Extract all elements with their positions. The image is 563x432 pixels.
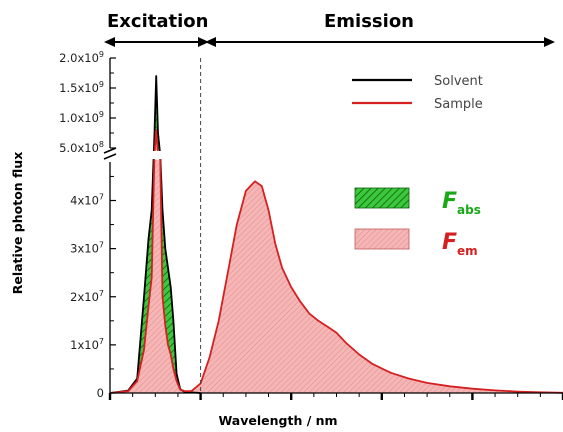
f-em-subscript: em xyxy=(457,244,478,258)
x-axis-title: Wavelength / nm xyxy=(218,413,337,428)
f-em-swatch xyxy=(354,228,410,250)
y-axis-title: Relative photon flux xyxy=(10,152,25,295)
emission-header: Emission xyxy=(324,11,414,32)
f-abs-swatch xyxy=(354,187,410,209)
f-abs-subscript: abs xyxy=(457,203,481,217)
legend-solvent-label: Solvent xyxy=(434,74,483,89)
excitation-header: Excitation xyxy=(107,11,208,32)
y-axis-break xyxy=(103,147,117,160)
y-tick-label: 1.0x109 xyxy=(59,110,104,125)
y-tick-label: 2x107 xyxy=(70,289,104,304)
legend-sample-label: Sample xyxy=(434,97,483,112)
y-tick-label: 4x107 xyxy=(70,193,104,208)
x-ticks xyxy=(108,393,563,400)
y-tick-label: 1x107 xyxy=(70,337,104,352)
emission-arrow xyxy=(205,37,555,47)
excitation-arrow xyxy=(104,37,209,47)
y-tick-label: 2.0x109 xyxy=(59,50,104,65)
y-ticks: 0 1x107 2x107 3x107 4x107 5.0x108 1.0x109 1.5x1… xyxy=(59,50,116,400)
f-em-symbol: F xyxy=(442,230,457,255)
y-tick-label: 0 xyxy=(97,386,104,400)
y-tick-label: 5.0x108 xyxy=(59,140,104,155)
y-tick-label: 3x107 xyxy=(70,241,104,256)
axis-break-mask xyxy=(140,151,180,159)
series-line-sample xyxy=(109,129,563,394)
y-tick-label: 1.5x109 xyxy=(59,80,104,95)
f-abs-symbol: F xyxy=(442,189,457,214)
legend: Solvent Sample xyxy=(352,74,483,112)
annotation-f-em: F em xyxy=(354,228,478,258)
f-em-area xyxy=(110,130,563,393)
plot-areas xyxy=(110,76,563,393)
plot-lines xyxy=(109,75,563,394)
annotation-f-abs: F abs xyxy=(354,187,481,217)
